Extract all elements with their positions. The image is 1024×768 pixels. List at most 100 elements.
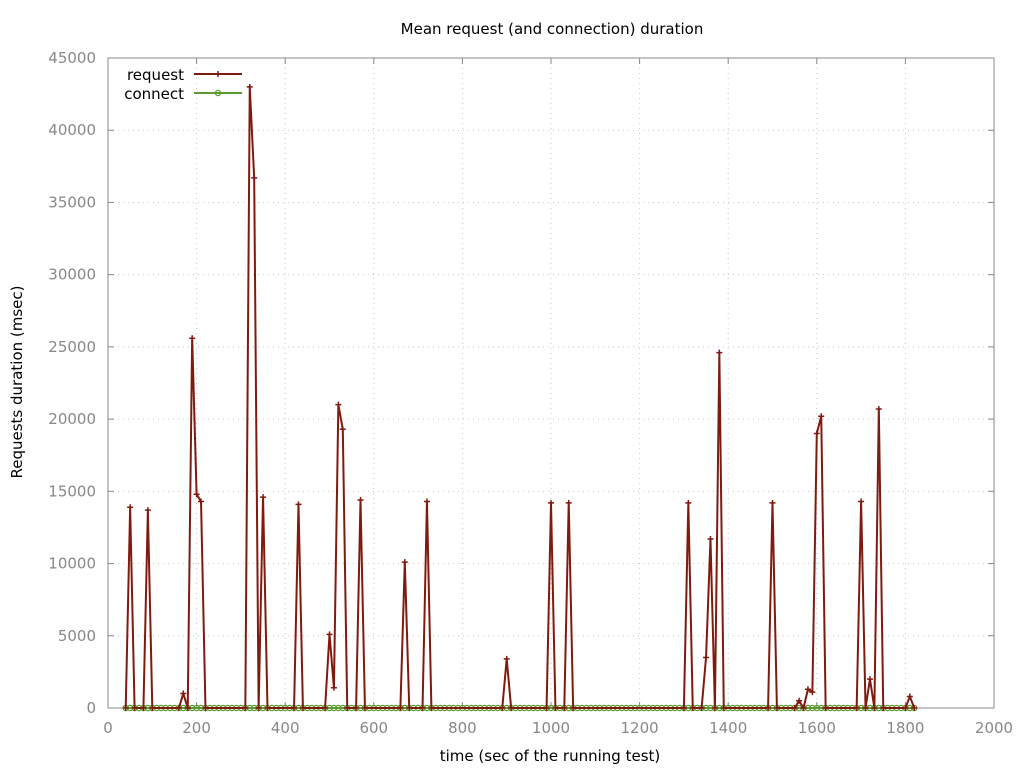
- request-point: [131, 705, 138, 711]
- request-point: [419, 705, 426, 711]
- connect-point: [330, 704, 338, 712]
- y-tick-label: 45000: [48, 49, 96, 67]
- connect-point: [813, 704, 821, 712]
- request-point: [858, 498, 865, 505]
- y-tick-label: 40000: [48, 121, 96, 139]
- request-point: [144, 507, 151, 514]
- request-point: [875, 406, 882, 412]
- request-point: [716, 349, 723, 356]
- request-point: [703, 654, 710, 661]
- y-tick-label: 25000: [48, 338, 96, 356]
- request-point: [184, 705, 191, 711]
- x-axis-label: time (sec of the running test): [440, 747, 661, 765]
- request-point: [698, 705, 705, 711]
- request-point: [330, 684, 337, 691]
- request-point: [862, 705, 869, 711]
- request-point: [711, 705, 718, 711]
- x-tick-label: 2000: [975, 719, 1013, 737]
- x-tick-label: 1400: [709, 719, 747, 737]
- request-point: [423, 498, 430, 505]
- x-tick-label: 1600: [798, 719, 836, 737]
- request-point: [291, 705, 298, 711]
- request-point: [552, 705, 559, 711]
- request-point: [122, 705, 129, 711]
- request-point: [818, 413, 825, 420]
- request-point: [149, 705, 156, 711]
- request-point: [193, 491, 200, 498]
- request-point: [295, 501, 302, 508]
- x-tick-label: 600: [359, 719, 388, 737]
- request-point: [570, 705, 577, 711]
- x-tick-label: 800: [448, 719, 477, 737]
- request-point: [707, 536, 714, 542]
- request-point: [796, 697, 803, 704]
- request-point: [773, 705, 780, 711]
- y-axis-label: Requests duration (msec): [8, 285, 26, 478]
- request-point: [140, 705, 147, 711]
- request-point: [565, 499, 572, 506]
- request-point: [809, 689, 816, 696]
- request-point: [339, 426, 346, 433]
- request-point: [361, 705, 368, 711]
- request-point: [680, 705, 687, 711]
- request-point: [401, 559, 408, 566]
- axis-ticks: 0 200 400 600 800 1000 1200 1400 1600 1800 2000050…: [48, 49, 1013, 737]
- request-point: [902, 705, 909, 711]
- x-tick-label: 1200: [621, 719, 659, 737]
- request-point: [353, 705, 360, 711]
- request-point: [685, 499, 692, 506]
- request-point: [326, 631, 333, 638]
- request-point: [260, 494, 267, 501]
- request-point: [508, 705, 515, 711]
- request-point: [428, 705, 435, 711]
- y-tick-label: 0: [86, 699, 96, 717]
- request-point: [769, 499, 776, 506]
- legend-swatches: [194, 71, 242, 97]
- request-point: [242, 705, 249, 711]
- request-point: [911, 705, 918, 711]
- request-point: [357, 497, 364, 503]
- connect-point: [335, 704, 342, 712]
- request-point: [906, 693, 913, 700]
- request-point: [866, 676, 873, 683]
- legend: request connect: [124, 66, 242, 103]
- y-tick-label: 5000: [58, 627, 96, 645]
- request-point: [127, 504, 134, 511]
- request-point: [822, 705, 829, 711]
- request-point: [255, 705, 262, 711]
- request-point: [765, 705, 772, 711]
- request-point: [543, 705, 550, 711]
- y-tick-label: 35000: [48, 193, 96, 211]
- series-request: [122, 83, 918, 711]
- request-point: [397, 705, 404, 711]
- request-point: [251, 174, 258, 181]
- request-point: [689, 705, 696, 711]
- x-tick-label: 200: [182, 719, 211, 737]
- request-point: [720, 705, 727, 711]
- request-point: [548, 499, 554, 506]
- grid: [108, 58, 994, 708]
- request-point: [202, 705, 209, 711]
- y-tick-label: 15000: [48, 482, 96, 500]
- request-point: [198, 498, 205, 505]
- request-line: [124, 85, 916, 709]
- request-point: [344, 705, 351, 711]
- request-point: [246, 83, 253, 90]
- request-point: [406, 705, 413, 711]
- request-point: [880, 705, 887, 711]
- x-tick-label: 0: [103, 719, 113, 737]
- request-point: [804, 686, 811, 693]
- connect-point: [809, 704, 816, 712]
- legend-label-connect: connect: [124, 85, 184, 103]
- request-point: [299, 705, 306, 711]
- y-tick-label: 30000: [48, 266, 96, 284]
- legend-label-request: request: [127, 66, 184, 84]
- request-point: [180, 690, 187, 697]
- request-point: [322, 705, 329, 711]
- chart-title: Mean request (and connection) duration: [401, 20, 704, 38]
- request-point: [871, 705, 878, 711]
- request-point: [503, 655, 510, 662]
- legend-marker-request: [215, 71, 221, 77]
